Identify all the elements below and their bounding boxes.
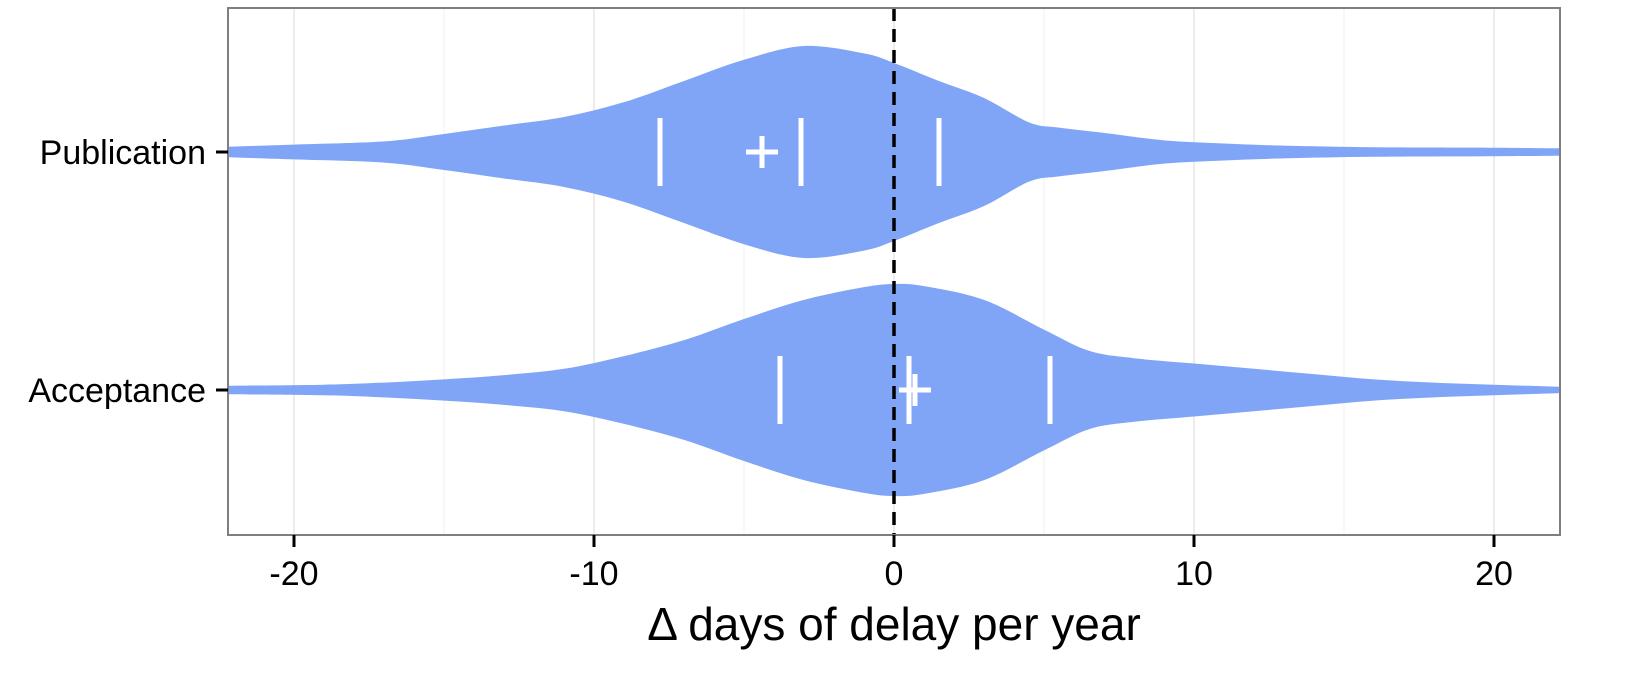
x-tick-label: -10 [569, 555, 618, 593]
x-tick-label: 20 [1475, 555, 1513, 593]
x-tick-label: -20 [269, 555, 318, 593]
x-axis: -20 -10 0 10 20 [269, 535, 1513, 593]
y-tick-label-publication: Publication [40, 134, 206, 172]
violin-publication [228, 45, 1560, 259]
y-tick-label-acceptance: Acceptance [28, 372, 206, 410]
x-tick-label: 10 [1175, 555, 1213, 593]
x-tick-label: 0 [885, 555, 904, 593]
x-axis-title: Δ days of delay per year [647, 598, 1141, 650]
y-axis: Publication Acceptance [28, 134, 228, 410]
